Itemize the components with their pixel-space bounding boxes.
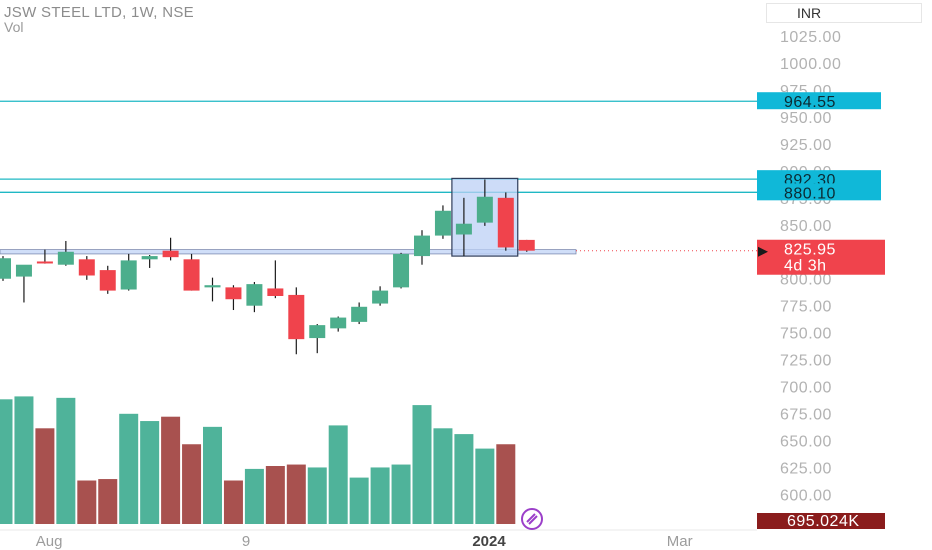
- volume-bar: [77, 480, 97, 524]
- time-axis-label: Aug: [36, 533, 63, 550]
- volume-bar: [56, 397, 76, 524]
- volume-bar: [307, 467, 327, 524]
- volume-bar: [454, 434, 474, 524]
- candle-body: [267, 288, 284, 296]
- volume-bar: [496, 444, 516, 524]
- candle-body: [455, 223, 472, 235]
- volume-bar: [182, 444, 202, 524]
- currency-selector[interactable]: INR: [766, 3, 922, 23]
- volume-bar: [349, 477, 369, 524]
- volume-bar: [433, 428, 453, 524]
- chart-title: JSW STEEL LTD, 1W, NSE: [4, 4, 194, 21]
- volume-bar: [244, 468, 264, 524]
- candle-body: [288, 294, 305, 340]
- last-price-label: 825.95: [784, 242, 836, 259]
- volume-bar: [35, 428, 55, 524]
- logo-bolt: [526, 513, 538, 525]
- time-axis[interactable]: Aug 9 2024 Mar: [0, 529, 757, 550]
- price-tick-label: 925.00: [780, 137, 832, 154]
- time-axis-label: 2024: [472, 533, 506, 550]
- candle-body: [204, 285, 221, 288]
- volume-bar: [391, 464, 411, 524]
- candle-body: [497, 197, 514, 248]
- price-tick-label: 600.00: [780, 488, 832, 505]
- volume-bar: [370, 467, 390, 524]
- time-axis-label: 9: [242, 533, 250, 550]
- bar-countdown-label: 4d 3h: [784, 258, 827, 275]
- candle-body: [162, 250, 179, 258]
- support-zone: [0, 249, 757, 255]
- candles: [0, 179, 535, 355]
- level-tag-label: 964.55: [784, 94, 836, 111]
- price-tick-label: 625.00: [780, 461, 832, 478]
- price-tick-label: 700.00: [780, 380, 832, 397]
- price-tick-label: 725.00: [780, 353, 832, 370]
- candle-body: [309, 325, 326, 339]
- last-price-pointer-icon: [758, 246, 768, 257]
- last-volume-label: 695.024K: [787, 513, 860, 530]
- candle-body: [15, 264, 32, 277]
- candle-body: [0, 258, 11, 279]
- volume-bar: [475, 448, 495, 524]
- volume-bar: [0, 399, 13, 524]
- candle-body: [99, 270, 116, 291]
- volume-bar: [223, 480, 243, 524]
- volume-bar: [119, 413, 139, 524]
- level-tag: [757, 92, 881, 110]
- candle-body: [141, 256, 158, 260]
- candle-body: [393, 253, 410, 288]
- candle-body: [330, 317, 347, 329]
- price-tick-label: 775.00: [780, 299, 832, 316]
- volume-bar: [140, 421, 160, 524]
- volume-bar: [161, 416, 181, 524]
- level-tag: [757, 183, 881, 201]
- support-zone-band: [0, 249, 577, 255]
- time-axis-label: Mar: [667, 533, 693, 550]
- volume-bar: [14, 396, 34, 524]
- candle-body: [183, 259, 200, 291]
- last-price-tag: [757, 239, 885, 275]
- level-tag: [757, 170, 881, 188]
- price-tick-label: 675.00: [780, 407, 832, 424]
- price-tick-label: 950.00: [780, 110, 832, 127]
- candle-body: [120, 260, 137, 290]
- candle-body: [36, 261, 53, 264]
- candle-body: [414, 235, 430, 257]
- logo-ring: [521, 508, 543, 530]
- volume-bars: [0, 396, 516, 524]
- volume-bar: [203, 426, 222, 524]
- price-tick-label: 1025.00: [780, 29, 841, 46]
- candle-body: [434, 210, 451, 236]
- volume-bar: [412, 405, 432, 524]
- candle-body: [476, 196, 493, 223]
- volume-bar: [328, 425, 348, 524]
- candle-body: [372, 290, 389, 304]
- candle-body: [78, 259, 95, 276]
- horizontal-levels: [0, 100, 757, 193]
- volume-legend: Vol: [4, 19, 24, 35]
- candle-body: [246, 284, 263, 306]
- price-tick-label: 850.00: [780, 218, 832, 235]
- volume-bar: [98, 479, 118, 524]
- tradingview-logo-icon: [521, 508, 543, 530]
- candle-body: [351, 306, 368, 322]
- candle-body: [518, 239, 535, 251]
- price-tick-label: 1000.00: [780, 56, 841, 73]
- candle-body: [57, 251, 74, 265]
- price-tick-label: 750.00: [780, 326, 832, 343]
- price-tick-label: 650.00: [780, 434, 832, 451]
- volume-bar: [286, 464, 306, 524]
- volume-bar: [265, 466, 285, 524]
- last-volume-tag: [757, 513, 885, 529]
- price-tick-label: 800.00: [780, 272, 832, 289]
- level-tag-label: 880.10: [784, 185, 836, 202]
- candle-body: [225, 287, 242, 300]
